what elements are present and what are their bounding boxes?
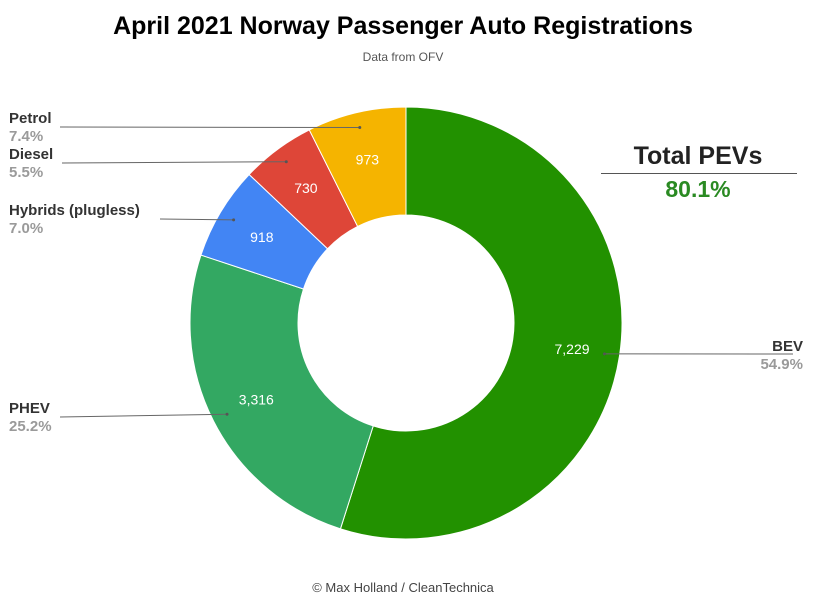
slice-value-bev: 7,229: [554, 341, 589, 357]
slice-value-phev: 3,316: [239, 391, 274, 407]
leader-dot-phev: [225, 412, 229, 416]
total-pevs-divider: [601, 173, 797, 174]
slice-petrol: [308, 106, 407, 228]
label-name-phev: PHEV: [9, 400, 50, 417]
label-percent-bev: 54.9%: [760, 356, 803, 373]
leader-dot-hybrids-plugless: [232, 218, 236, 222]
label-name-petrol: Petrol: [9, 110, 52, 127]
chart-subtitle: Data from OFV: [362, 50, 444, 64]
label-name-diesel: Diesel: [9, 146, 53, 163]
label-percent-phev: 25.2%: [9, 418, 52, 435]
leader-line-diesel: [61, 161, 287, 164]
slice-bev: [339, 106, 623, 540]
leader-line-petrol: [59, 126, 360, 129]
leader-line-phev: [59, 413, 228, 418]
label-name-hybrids-plugless: Hybrids (plugless): [9, 202, 140, 219]
total-pevs-value: 80.1%: [665, 176, 731, 202]
chart-title: April 2021 Norway Passenger Auto Registr…: [113, 12, 693, 40]
total-pevs-label: Total PEVs: [633, 142, 763, 170]
leader-line-hybrids-plugless: [159, 218, 234, 221]
slice-value-petrol: 973: [356, 152, 380, 168]
slice-value-hybrids-plugless: 918: [250, 229, 274, 245]
credit-footer: © Max Holland / CleanTechnica: [312, 580, 494, 595]
label-percent-diesel: 5.5%: [9, 164, 43, 181]
leader-dot-petrol: [358, 126, 362, 130]
slice-phev: [189, 254, 374, 530]
label-percent-hybrids-plugless: 7.0%: [9, 220, 43, 237]
label-percent-petrol: 7.4%: [9, 128, 43, 145]
leader-dot-bev: [602, 352, 606, 356]
label-name-bev: BEV: [772, 338, 803, 355]
leader-dot-diesel: [284, 160, 288, 164]
slice-value-diesel: 730: [294, 180, 318, 196]
